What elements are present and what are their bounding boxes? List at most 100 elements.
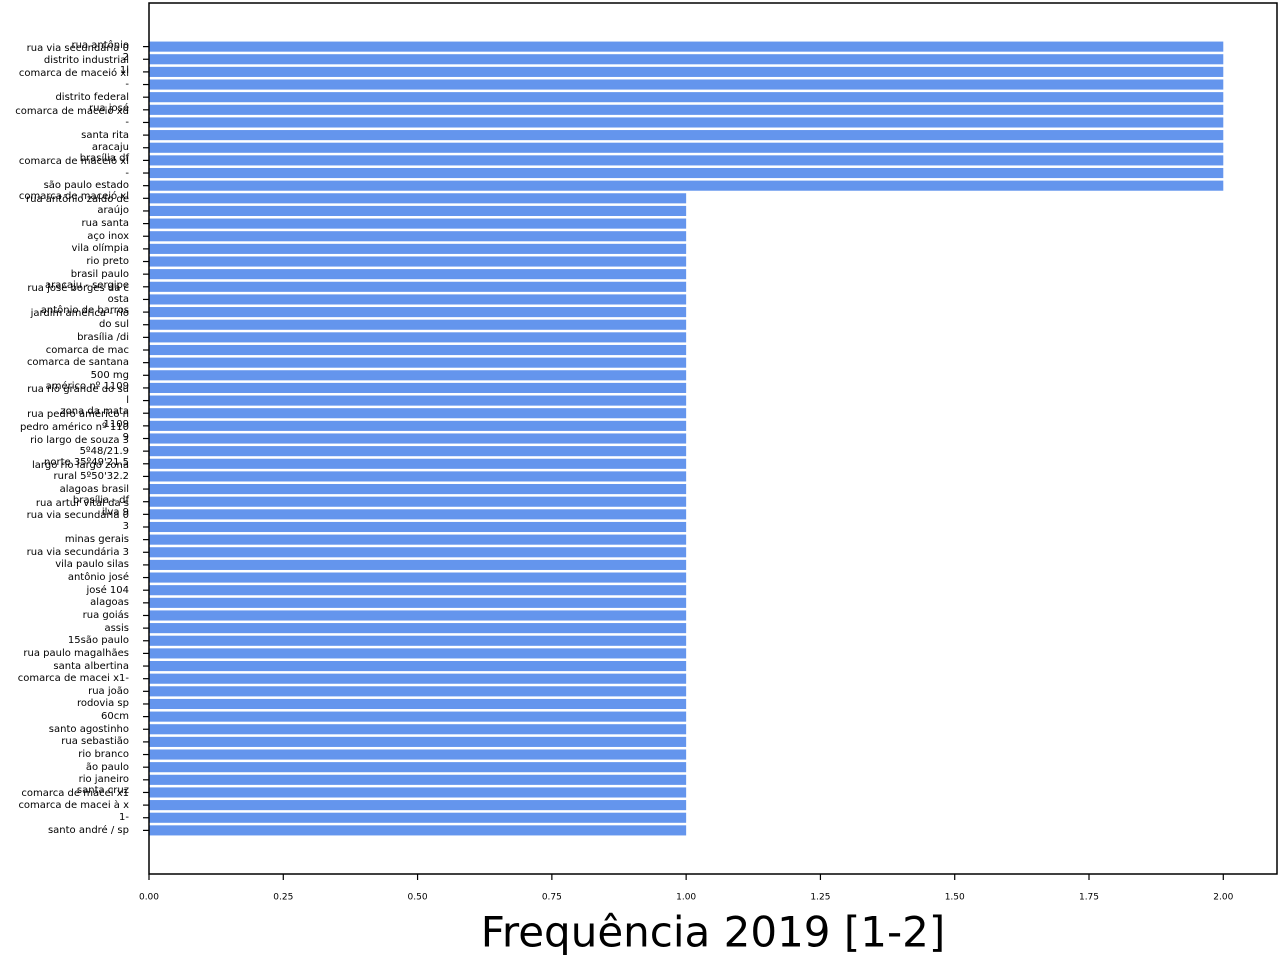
- plot-frame: [148, 2, 1278, 875]
- y-tick-label: santa cruz comarca de macei x1: [21, 785, 129, 800]
- y-tick-label: do sul: [99, 319, 129, 331]
- y-tick-label: 60cm: [101, 711, 129, 723]
- y-tick-label: norte 35º49'21.5 largo rio largo zona: [32, 456, 129, 471]
- y-tick-label: distrito federal: [55, 91, 129, 103]
- y-tick-label: alagoas brasil: [59, 483, 129, 495]
- bar: [149, 825, 687, 836]
- y-tick-label: brasil paulo: [70, 268, 129, 280]
- bar: [149, 496, 687, 507]
- y-tick-label: -: [125, 116, 129, 128]
- bar: [149, 471, 687, 482]
- bar: [149, 433, 687, 444]
- y-tick-label: comarca de maceió xl rua antônio zaldo d…: [18, 191, 129, 206]
- x-tick-label: 0.25: [273, 893, 293, 903]
- y-tick-label: rua paulo magalhães: [23, 647, 129, 659]
- bar: [149, 509, 687, 520]
- bar: [149, 92, 1224, 103]
- y-tick-label: rio janeiro: [78, 774, 129, 786]
- y-tick-label: minas gerais: [64, 534, 129, 546]
- bar: [149, 167, 1224, 179]
- bar: [149, 749, 687, 760]
- y-tick-label: assis: [104, 622, 129, 634]
- y-tick-label: rio preto: [86, 256, 129, 268]
- y-tick-label: 500 mg: [90, 369, 129, 381]
- bar: [149, 534, 687, 545]
- y-tick-label: santa rita: [81, 129, 129, 141]
- y-tick-label: rua santa: [81, 218, 129, 230]
- bar: [149, 597, 687, 608]
- x-tick-label: 2.00: [1213, 893, 1233, 903]
- bar: [149, 623, 687, 634]
- bar: [149, 344, 687, 356]
- y-tick-label: ilva 9 rua via secundária 0: [26, 507, 129, 522]
- x-axis-label: Frequência 2019 [1-2]: [481, 908, 945, 957]
- y-tick-label: osta: [107, 293, 129, 305]
- y-tick-label: aracaju - sergipe rua josé borges da c: [27, 279, 129, 294]
- bar: [149, 484, 687, 495]
- bar: [149, 812, 687, 823]
- y-tick-label: antônio de barros jardim américa - rio: [30, 305, 129, 320]
- bar: [149, 332, 687, 343]
- y-tick-label: comarca de macei à x: [18, 799, 129, 811]
- bar: [149, 572, 687, 583]
- y-tick-label: rua via secundária 3: [26, 546, 129, 558]
- bar: [149, 736, 687, 747]
- bar: [149, 408, 687, 419]
- y-tick-label: brasília /di: [77, 331, 129, 343]
- bar: [149, 648, 687, 659]
- y-tick-label: comarca de santana: [26, 357, 129, 369]
- y-tick-label: rua josé comarca de maceió xd: [15, 102, 129, 117]
- bar: [149, 66, 1224, 77]
- y-tick-label: alagoas: [90, 597, 129, 609]
- bar: [149, 357, 687, 368]
- x-tick-label: 1.50: [945, 893, 965, 903]
- bar: [149, 269, 687, 280]
- y-tick-label: santo agostinho: [48, 723, 129, 735]
- y-tick-label: 1109 pedro américo nº 110: [19, 418, 129, 433]
- bar: [149, 231, 687, 242]
- bar: [149, 420, 687, 431]
- y-tick-label: vila paulo silas: [55, 559, 129, 571]
- bar: [149, 281, 687, 292]
- y-tick-label: comarca de mac: [45, 344, 129, 356]
- bar: [149, 774, 687, 785]
- bar: [149, 180, 1224, 191]
- y-tick-label: antônio josé: [67, 572, 129, 584]
- y-tick-label: rural 5º50'32.2: [53, 470, 129, 482]
- x-tick-label: 1.75: [1079, 893, 1099, 903]
- bar: [149, 382, 687, 393]
- y-tick-label: -: [125, 167, 129, 179]
- y-tick-label: santa albertina: [53, 660, 129, 672]
- y-tick-label: 5º48/21.9: [79, 445, 129, 457]
- y-tick-label: vila olímpia: [71, 243, 129, 255]
- y-tick-label: rua joão: [88, 685, 129, 697]
- bar: [149, 307, 687, 318]
- y-tick-label: 9 rio largo de souza 3: [30, 431, 129, 446]
- bar: [149, 370, 687, 381]
- y-tick-label: -: [125, 79, 129, 91]
- y-tick-label: brasília - df rua artur vital da s: [35, 494, 129, 509]
- bar: [149, 193, 687, 204]
- y-tick-label: josé 104: [86, 584, 129, 596]
- x-tick-label: 0.50: [408, 893, 428, 903]
- bar: [149, 800, 687, 811]
- bar: [149, 205, 687, 217]
- y-tick-label: 2 distrito industrial: [43, 52, 129, 67]
- y-tick-label: rua antônio rua via secundária 0: [26, 39, 129, 54]
- y-tick-label: aracaju: [91, 142, 129, 154]
- bar: [149, 610, 687, 621]
- y-tick-label: rodovia sp: [76, 698, 129, 710]
- bar: [149, 117, 1224, 128]
- x-tick-label: 1.00: [676, 893, 696, 903]
- bar: [149, 446, 687, 457]
- bar: [149, 787, 687, 798]
- bar: [149, 104, 1224, 115]
- x-tick-label: 0.75: [542, 893, 562, 903]
- bar: [149, 130, 1224, 141]
- bar: [149, 458, 687, 469]
- y-tick-label: 1-: [119, 812, 129, 824]
- bar: [149, 294, 687, 305]
- bar: [149, 711, 687, 722]
- bar: [149, 319, 687, 330]
- bar: [149, 155, 1224, 166]
